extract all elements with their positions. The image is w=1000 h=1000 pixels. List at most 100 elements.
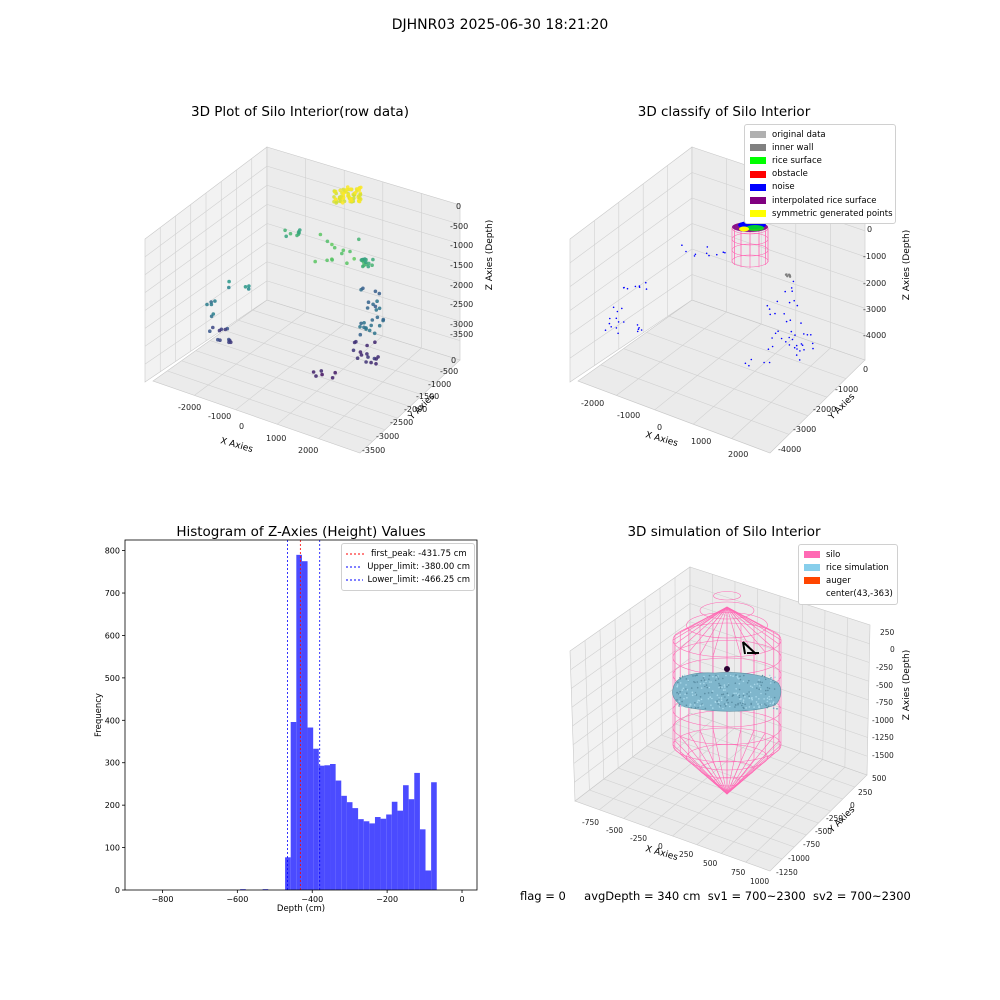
rice-point	[691, 691, 694, 694]
rice-point	[694, 692, 697, 694]
noise-point	[612, 306, 615, 309]
noise-point	[784, 290, 786, 293]
histogram-bar	[240, 889, 246, 890]
rice-point	[726, 692, 729, 695]
legend-item: auger	[804, 574, 892, 587]
noise-point	[790, 330, 793, 333]
data-point	[330, 242, 334, 247]
rice-point	[729, 674, 732, 677]
rice-point	[679, 696, 682, 699]
noise-point	[768, 361, 771, 364]
rice-point	[770, 698, 773, 700]
grid-line	[252, 309, 448, 372]
rice-point	[699, 705, 702, 707]
rice-point	[771, 677, 773, 680]
noise-point	[694, 253, 697, 256]
data-point	[352, 257, 356, 261]
data-point	[333, 370, 337, 375]
histogram-bar	[386, 814, 392, 890]
silo-roof-ring	[699, 601, 755, 620]
data-point	[365, 343, 369, 348]
rice-point	[688, 705, 691, 707]
histogram-bar	[431, 782, 437, 890]
histogram-bar	[403, 785, 409, 890]
noise-point	[810, 334, 812, 336]
rice-point	[768, 674, 771, 677]
noise-point	[763, 361, 765, 364]
x-tick: 1000	[691, 437, 711, 446]
rice-point	[748, 697, 751, 699]
noise-point	[774, 332, 777, 335]
rice-point	[751, 686, 754, 689]
grid-line	[691, 197, 866, 257]
rice-point	[679, 693, 681, 696]
histogram-bar	[380, 818, 387, 890]
z-tick: -1500	[872, 751, 894, 760]
rice-point	[682, 687, 685, 690]
noise-point	[803, 349, 805, 351]
y-tick-label: 700	[105, 589, 120, 598]
rice-point	[722, 677, 724, 680]
data-point	[377, 323, 382, 328]
silo-roof-ring	[713, 591, 741, 601]
x-tick-label: −800	[151, 895, 173, 904]
grid-line	[209, 340, 411, 407]
rice-point	[718, 682, 720, 685]
rice-point	[748, 706, 751, 708]
data-point	[311, 370, 316, 374]
data-point	[338, 195, 343, 200]
grid-line	[654, 323, 762, 411]
data-point	[359, 185, 363, 190]
z-tick: -750	[876, 698, 893, 707]
x-axis-label: Depth (cm)	[277, 904, 325, 914]
z-tick: -500	[876, 681, 893, 690]
noise-point	[783, 313, 785, 315]
x-tick: 750	[731, 868, 746, 877]
rice-point	[679, 682, 682, 684]
rice-point	[739, 678, 742, 681]
z-tick: 0	[867, 225, 872, 234]
sv2-text: sv2 = 700~2300	[812, 889, 911, 903]
x-tick: -500	[606, 826, 623, 835]
silo-ring	[731, 232, 769, 246]
rice-point	[739, 675, 741, 677]
rice-point	[694, 702, 696, 704]
rice-point	[722, 689, 725, 691]
noise-point	[685, 250, 687, 253]
rice-point	[742, 692, 745, 695]
grid-line	[195, 350, 398, 419]
rice-point	[681, 700, 683, 703]
legend-item: interpolated rice surface	[750, 194, 890, 207]
silo-roof-wire	[726, 606, 742, 624]
x-tick-label: 0	[459, 895, 464, 904]
rice-point	[744, 703, 746, 706]
rice-point	[739, 702, 742, 704]
noise-point	[788, 301, 791, 304]
rice-point	[685, 688, 687, 690]
rice-point	[703, 679, 706, 681]
rice-point	[710, 681, 712, 683]
rice-point	[684, 693, 686, 695]
grid-line	[644, 598, 648, 747]
noise-point	[780, 337, 783, 340]
p4-z-ticks: 250 0 -250 -500 -750 -1000 -1250 -1500	[872, 628, 895, 760]
rice-point	[755, 701, 758, 703]
data-point	[361, 264, 365, 269]
rice-point	[735, 692, 737, 694]
silo-roof-wire	[726, 606, 774, 649]
grid-line	[266, 280, 461, 341]
rice-point	[719, 705, 722, 707]
rice-point	[681, 689, 683, 691]
data-point	[348, 187, 353, 191]
noise-point	[776, 300, 779, 303]
data-point	[325, 258, 329, 263]
histogram-bar	[369, 823, 375, 890]
histogram-bar	[425, 870, 432, 890]
rice-point	[751, 698, 753, 701]
y-tick: -2000	[404, 405, 427, 414]
rice-point	[738, 694, 741, 696]
p4-y-ticks: 500 250 0 -250 -500 -750 -1000 -1250	[776, 774, 887, 877]
data-point	[357, 237, 361, 242]
rice-point	[676, 699, 678, 701]
rice-point	[678, 705, 680, 707]
